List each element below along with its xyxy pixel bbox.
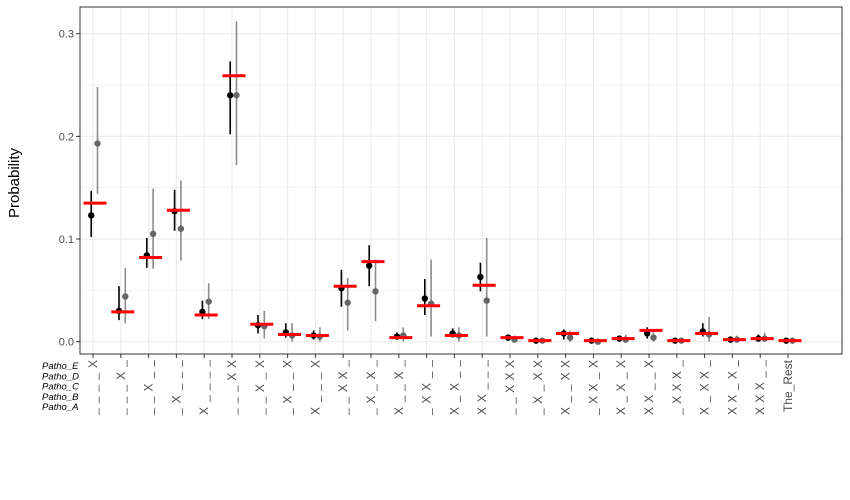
series-2-point (205, 298, 212, 305)
x-tick-label: X__X_ (392, 360, 406, 415)
series-2-point (233, 92, 240, 99)
x-tick-label: _XX__ (420, 360, 434, 416)
series-1-point (227, 92, 234, 99)
mark-layer (83, 21, 802, 345)
x-tick-label: _XXX_ (670, 360, 684, 416)
series-2-point (122, 293, 129, 300)
x-tick-label: _X_X_ (364, 360, 378, 416)
y-tick-label: 0.3 (59, 29, 74, 41)
x-tick-label: __XX_ (336, 360, 350, 416)
series-2-point (149, 230, 157, 238)
x-tick-label: XX___ (475, 360, 489, 415)
panel-border (79, 6, 843, 355)
pathogen-row-label: Patho_E (42, 361, 79, 372)
x-tick-label: __X_X (253, 360, 267, 416)
series-2-point (372, 288, 379, 295)
x-tick-label: __XXX (503, 360, 517, 416)
x-tick-label: X____ (197, 360, 211, 415)
x-tick-label: The_Rest (781, 359, 795, 412)
x-tick-label: ____X (86, 360, 100, 416)
x-tick-label: X___X (308, 360, 322, 415)
x-tick-label: XX__X (642, 360, 656, 415)
series-2-point (94, 140, 101, 147)
series-1-point (88, 212, 95, 219)
x-tick-label: __X__ (142, 360, 156, 416)
pathogen-row-label: Patho_D (42, 371, 79, 382)
x-tick-label: ___X_ (114, 360, 128, 416)
series-2-point (566, 334, 574, 341)
y-tick-label: 0.2 (59, 131, 74, 143)
series-1-point (366, 262, 373, 269)
x-tick-label: XX_X_ (725, 360, 739, 415)
x-tick-label: XXX__ (753, 360, 767, 415)
x-tick-label: _XX_X (586, 360, 600, 416)
x-tick-label: X_XX_ (698, 360, 712, 415)
x-tick-label: _X__X (281, 360, 295, 416)
pathogen-row-label: Patho_A (42, 402, 78, 413)
x-tick-label: X_X_X (614, 360, 628, 415)
y-axis-title: Probability (6, 147, 23, 218)
x-tick-label: X_X__ (447, 360, 461, 415)
series-1-point (421, 295, 428, 302)
series-2-point (483, 297, 490, 304)
series-2-point (650, 334, 657, 341)
series-1-point (477, 273, 484, 281)
series-2-point (177, 225, 185, 232)
panel-background (80, 7, 842, 354)
x-tick-label: _X___ (169, 360, 183, 416)
x-tick-label: X__XX (559, 360, 573, 415)
x-tick-label: _X_XX (531, 360, 545, 416)
x-tick-label: ___XX (225, 360, 239, 416)
series-2-point (344, 299, 351, 306)
y-tick-label: 0.1 (59, 234, 74, 246)
grid-layer (80, 7, 842, 354)
y-tick-label: 0.0 (59, 337, 74, 349)
pathogen-row-label: Patho_B (42, 392, 79, 403)
axis-layer: 0.0 0.1 0.2 0.3 ____X ___X_ __X__ _X___ X____ ___… (42, 29, 795, 416)
pathogen-row-label: Patho_C (42, 382, 79, 393)
